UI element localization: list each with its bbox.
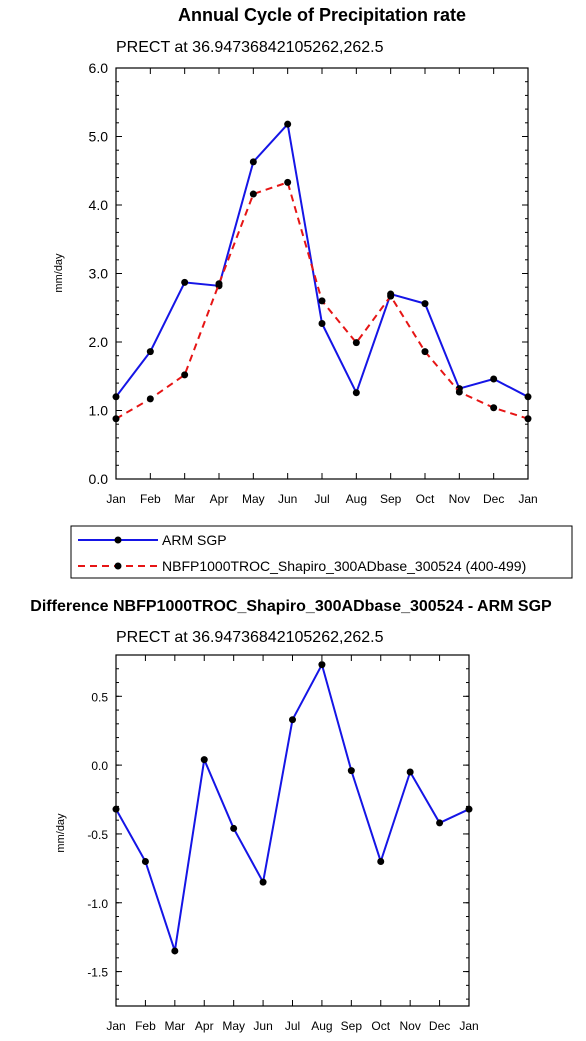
data-point <box>465 805 473 813</box>
legend-label: NBFP1000TROC_Shapiro_300ADbase_300524 (4… <box>162 558 526 574</box>
x-tick-label: Nov <box>399 1019 420 1033</box>
chart-title-difference: Difference NBFP1000TROC_Shapiro_300ADbas… <box>30 598 552 615</box>
plot-frame <box>115 67 529 480</box>
data-point <box>455 388 463 396</box>
difference-chart: Difference NBFP1000TROC_Shapiro_300ADbas… <box>30 598 552 1033</box>
data-point <box>171 947 179 955</box>
annual-cycle-chart: Annual Cycle of Precipitation rate PRECT… <box>53 5 538 506</box>
x-tick-label: May <box>242 492 265 506</box>
x-tick-label: Jul <box>285 1019 300 1033</box>
y-tick-label: 0.0 <box>91 759 108 773</box>
data-point <box>146 395 154 403</box>
data-point <box>352 389 360 397</box>
data-point <box>318 297 326 305</box>
series-line <box>115 121 529 398</box>
legend-label: ARM SGP <box>162 532 227 548</box>
data-point <box>284 120 292 128</box>
data-point <box>318 320 326 328</box>
data-point <box>112 393 120 401</box>
x-tick-label: Aug <box>346 492 367 506</box>
x-tick-label: Aug <box>311 1019 332 1033</box>
x-tick-label: Jun <box>278 492 297 506</box>
x-tick-label: Dec <box>483 492 504 506</box>
x-tick-label: Jun <box>253 1019 272 1033</box>
legend: ARM SGP NBFP1000TROC_Shapiro_300ADbase_30… <box>70 525 573 579</box>
legend-marker <box>114 562 122 570</box>
x-tick-label: Jan <box>106 492 125 506</box>
data-point <box>421 300 429 308</box>
data-point <box>215 280 223 288</box>
chart-title: Annual Cycle of Precipitation rate <box>178 5 466 25</box>
x-tick-label: Sep <box>380 492 402 506</box>
legend-box <box>70 525 573 579</box>
x-tick-label: Oct <box>416 492 435 506</box>
data-point <box>318 661 326 669</box>
data-point <box>141 857 149 865</box>
data-point <box>524 415 532 423</box>
data-point <box>146 348 154 356</box>
y-tick-label: 0.0 <box>89 471 109 487</box>
x-tick-label: Jul <box>314 492 329 506</box>
data-point <box>387 292 395 300</box>
y-tick-label: 4.0 <box>89 197 109 213</box>
plot-area: Jan Feb Mar Apr May Jun Jul Aug Sep Oct Nov Dec Jan 0… <box>89 60 538 506</box>
data-point <box>352 339 360 347</box>
y-axis-label: mm/day <box>53 253 65 293</box>
x-tick-label: Mar <box>164 1019 185 1033</box>
data-point <box>421 348 429 356</box>
data-point <box>284 178 292 186</box>
data-point <box>490 404 498 412</box>
x-tick-label: Dec <box>429 1019 450 1033</box>
data-point <box>112 805 120 813</box>
y-tick-label: -0.5 <box>87 828 108 842</box>
x-tick-label: Feb <box>140 492 161 506</box>
x-tick-label: Oct <box>371 1019 390 1033</box>
data-point <box>347 767 355 775</box>
data-point <box>377 857 385 865</box>
data-point <box>181 278 189 286</box>
x-tick-label: May <box>222 1019 245 1033</box>
x-tick-label: Jan <box>106 1019 125 1033</box>
data-point <box>181 371 189 379</box>
y-tick-label: -1.0 <box>87 897 108 911</box>
data-point <box>200 756 208 764</box>
x-tick-label: Jan <box>459 1019 478 1033</box>
y-tick-label: 0.5 <box>91 690 108 704</box>
data-point <box>230 824 238 832</box>
x-tick-label: Nov <box>449 492 470 506</box>
y-tick-label: -1.5 <box>87 966 108 980</box>
plot-area-difference: Jan Feb Mar Apr May Jun Jul Aug Sep Oct Nov Dec Jan -… <box>87 654 479 1033</box>
y-tick-label: 3.0 <box>89 266 109 282</box>
chart-subtitle-difference: PRECT at 36.94736842105262,262.5 <box>116 629 384 646</box>
data-point <box>259 878 267 886</box>
x-tick-label: Feb <box>135 1019 156 1033</box>
data-point <box>249 158 257 166</box>
y-tick-label: 1.0 <box>89 403 109 419</box>
data-point <box>406 768 414 776</box>
legend-marker <box>114 536 122 544</box>
x-tick-label: Apr <box>195 1019 214 1033</box>
data-point <box>112 415 120 423</box>
series-layer <box>112 120 532 423</box>
chart-subtitle: PRECT at 36.94736842105262,262.5 <box>116 39 384 56</box>
series-layer-difference <box>112 661 473 955</box>
y-axis-label-difference: mm/day <box>55 813 67 853</box>
data-point <box>289 716 296 724</box>
y-tick-label: 6.0 <box>89 60 109 76</box>
data-point <box>249 190 257 198</box>
plot-frame <box>115 654 470 1007</box>
y-tick-label: 2.0 <box>89 334 109 350</box>
x-tick-label: Jan <box>518 492 537 506</box>
data-point <box>524 393 532 401</box>
data-point <box>436 819 444 827</box>
series-line <box>115 661 470 952</box>
x-tick-label: Apr <box>210 492 229 506</box>
data-point <box>490 375 498 383</box>
y-tick-label: 5.0 <box>89 129 109 145</box>
x-tick-label: Sep <box>341 1019 363 1033</box>
x-tick-label: Mar <box>174 492 195 506</box>
